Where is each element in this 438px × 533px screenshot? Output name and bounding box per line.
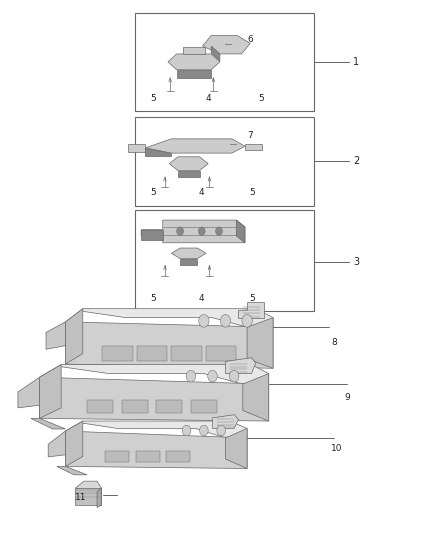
Bar (134, 210, 314, 311)
Circle shape (177, 227, 184, 236)
Polygon shape (97, 488, 101, 507)
Polygon shape (46, 322, 66, 349)
Polygon shape (87, 400, 113, 413)
Text: 9: 9 (344, 393, 350, 402)
Text: 5: 5 (150, 188, 155, 197)
Circle shape (230, 370, 239, 382)
Text: 7: 7 (247, 131, 253, 140)
Circle shape (215, 227, 223, 236)
Circle shape (242, 314, 252, 327)
Polygon shape (245, 144, 262, 150)
Polygon shape (75, 488, 101, 505)
Polygon shape (66, 322, 273, 368)
Polygon shape (180, 259, 198, 265)
Text: 4: 4 (198, 188, 204, 197)
Polygon shape (66, 309, 273, 327)
Text: 4: 4 (205, 94, 211, 103)
Circle shape (186, 370, 196, 382)
Polygon shape (243, 374, 269, 421)
Polygon shape (57, 466, 87, 475)
Polygon shape (122, 400, 148, 413)
Polygon shape (75, 481, 101, 492)
Circle shape (217, 425, 226, 436)
Text: 5: 5 (258, 94, 264, 103)
Circle shape (200, 425, 208, 436)
Text: 3: 3 (353, 257, 359, 267)
Text: 1: 1 (353, 58, 359, 67)
Text: 10: 10 (332, 444, 343, 453)
Polygon shape (31, 418, 66, 429)
Polygon shape (66, 431, 247, 469)
Text: 4: 4 (198, 294, 204, 303)
Polygon shape (202, 36, 250, 54)
Polygon shape (166, 450, 190, 462)
Polygon shape (66, 309, 83, 364)
Polygon shape (105, 450, 130, 462)
Polygon shape (39, 377, 269, 421)
Bar (134, 13, 314, 111)
Polygon shape (102, 345, 133, 361)
Circle shape (182, 425, 191, 436)
Polygon shape (238, 302, 265, 318)
Polygon shape (178, 171, 200, 177)
Polygon shape (48, 431, 66, 457)
Circle shape (198, 227, 205, 236)
Polygon shape (177, 70, 211, 78)
Polygon shape (39, 365, 269, 384)
Polygon shape (18, 377, 39, 408)
Polygon shape (156, 400, 182, 413)
Polygon shape (39, 365, 61, 418)
Polygon shape (168, 54, 220, 70)
Polygon shape (128, 143, 145, 151)
Text: 5: 5 (249, 294, 255, 303)
Polygon shape (211, 46, 220, 61)
Text: 5: 5 (249, 188, 255, 197)
Polygon shape (141, 230, 163, 240)
Polygon shape (183, 47, 205, 54)
Bar (134, 117, 314, 206)
Polygon shape (66, 421, 247, 438)
Polygon shape (212, 415, 238, 429)
Text: 8: 8 (332, 338, 337, 348)
Polygon shape (145, 148, 171, 156)
Polygon shape (236, 220, 245, 243)
Polygon shape (171, 248, 206, 259)
Polygon shape (141, 220, 245, 243)
Polygon shape (145, 139, 245, 153)
Text: 2: 2 (353, 156, 359, 166)
Polygon shape (169, 157, 208, 171)
Polygon shape (66, 421, 83, 466)
Text: 5: 5 (150, 294, 155, 303)
Circle shape (199, 314, 209, 327)
Circle shape (208, 370, 217, 382)
Polygon shape (171, 345, 202, 361)
Text: 6: 6 (247, 35, 253, 44)
Text: 5: 5 (150, 94, 155, 103)
Polygon shape (226, 429, 247, 469)
Text: 11: 11 (75, 493, 87, 502)
Circle shape (220, 314, 231, 327)
Polygon shape (135, 450, 160, 462)
Polygon shape (206, 345, 236, 361)
Polygon shape (247, 318, 273, 368)
Polygon shape (226, 358, 256, 374)
Polygon shape (191, 400, 217, 413)
Polygon shape (137, 345, 167, 361)
